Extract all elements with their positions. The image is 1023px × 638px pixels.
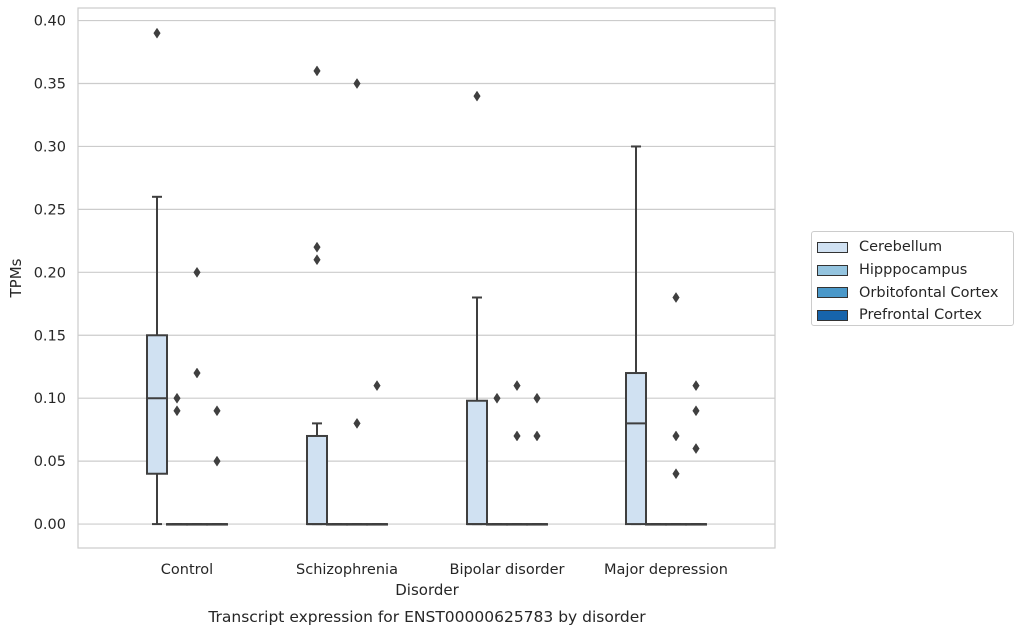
x-tick-label: Control: [161, 562, 213, 578]
x-tick-label: Schizophrenia: [296, 562, 398, 578]
outlier-point: [353, 417, 361, 429]
y-tick-label: 0.25: [34, 202, 66, 218]
y-tick-label: 0.20: [34, 265, 66, 281]
y-tick-label: 0.30: [34, 139, 66, 155]
outlier-point: [672, 430, 680, 442]
outlier-point: [692, 443, 700, 455]
x-tick-labels: Control Schizophrenia Bipolar disorder Majo…: [161, 562, 728, 578]
outlier-point: [513, 430, 521, 442]
box: [466, 399, 488, 526]
box-layer: [146, 145, 707, 526]
legend-item-cerebellum: Cerebellum: [817, 236, 1013, 259]
outlier-point: [692, 380, 700, 392]
grid-layer: [78, 19, 775, 525]
box: [146, 334, 168, 475]
x-axis-label: Disorder: [395, 581, 459, 599]
outlier-point: [473, 90, 481, 102]
outlier-point: [193, 367, 201, 379]
y-tick-labels: 0.00 0.05 0.10 0.15 0.20 0.25 0.30 0.35 0.40: [34, 14, 66, 533]
x-tick-label: Major depression: [604, 562, 728, 578]
outlier-point: [353, 78, 361, 89]
outlier-point: [672, 292, 680, 303]
x-tick-label: Bipolar disorder: [450, 562, 565, 578]
legend-swatch-hippocampus: [817, 264, 848, 276]
chart-title: Transcript expression for ENST0000062578…: [207, 608, 646, 626]
outlier-point: [213, 405, 221, 417]
outlier-point: [513, 380, 521, 392]
outlier-point: [373, 380, 381, 392]
legend-swatch-prefrontal: [817, 309, 848, 321]
legend: Cerebellum Hipppocampus Orbitofontal Cor…: [811, 231, 1014, 326]
outlier-point: [173, 392, 181, 404]
legend-swatch-orbitofrontal: [817, 287, 848, 299]
y-tick-label: 0.40: [34, 14, 66, 30]
outlier-point: [692, 405, 700, 417]
y-tick-label: 0.15: [34, 328, 66, 344]
outlier-point: [672, 468, 680, 480]
outlier-point: [493, 392, 501, 404]
legend-item-orbitofrontal: Orbitofontal Cortex: [817, 281, 1013, 304]
y-tick-label: 0.10: [34, 391, 66, 407]
box: [625, 372, 647, 526]
legend-item-prefrontal: Prefrontal Cortex: [817, 304, 1013, 327]
plot-frame: [77, 7, 776, 549]
outlier-point: [213, 455, 221, 467]
legend-swatch-cerebellum: [817, 241, 848, 253]
outlier-point: [313, 65, 321, 77]
y-axis-label: TPMs: [7, 258, 25, 298]
outlier-layer: [153, 27, 700, 480]
legend-label: Orbitofontal Cortex: [859, 284, 999, 301]
legend-label: Hipppocampus: [859, 262, 968, 279]
outlier-point: [193, 266, 201, 278]
y-tick-label: 0.05: [34, 454, 66, 470]
legend-label: Cerebellum: [859, 239, 943, 256]
outlier-point: [313, 254, 321, 266]
outlier-point: [173, 405, 181, 417]
outlier-point: [533, 430, 541, 442]
y-tick-label: 0.00: [34, 517, 66, 533]
y-tick-label: 0.35: [34, 77, 66, 93]
outlier-point: [313, 241, 321, 253]
legend-item-hippocampus: Hipppocampus: [817, 259, 1013, 282]
outlier-point: [533, 392, 541, 404]
legend-label: Prefrontal Cortex: [859, 307, 982, 324]
outlier-point: [153, 27, 161, 39]
box: [306, 434, 328, 526]
